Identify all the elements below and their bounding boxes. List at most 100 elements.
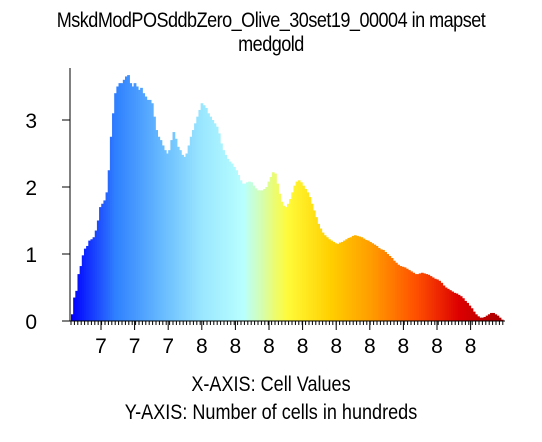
histogram-bar	[261, 190, 264, 321]
histogram-bar	[336, 243, 340, 321]
histogram-bar	[498, 317, 502, 321]
histogram-bar	[146, 99, 150, 322]
histogram-bar	[142, 93, 146, 321]
histogram-bar	[319, 228, 323, 321]
histogram-bar	[187, 145, 191, 321]
histogram-bar	[500, 319, 504, 321]
histogram-bar	[83, 248, 87, 321]
histogram-bar	[323, 235, 327, 321]
histogram-bar	[466, 302, 470, 321]
histogram-bar	[269, 176, 273, 321]
histogram-bar	[360, 237, 364, 321]
histogram-bar	[191, 130, 195, 321]
histogram-bar	[267, 181, 271, 321]
histogram-bar	[196, 116, 200, 322]
histogram-bar	[332, 241, 336, 321]
histogram-bar	[377, 247, 381, 321]
histogram-bar	[166, 153, 169, 321]
x-tick-label: 8	[465, 335, 477, 358]
histogram-bar	[73, 297, 76, 321]
histogram-bar	[185, 153, 189, 321]
histogram-bar	[494, 314, 498, 321]
histogram-bar	[207, 113, 210, 321]
histogram-bar	[440, 282, 444, 321]
histogram-bar	[163, 150, 167, 321]
histogram-bar	[371, 243, 374, 321]
histogram-bar	[116, 86, 120, 321]
histogram-bar	[112, 113, 115, 321]
histogram-bar	[211, 120, 215, 321]
histogram-bar	[405, 268, 409, 321]
histogram-bar	[362, 238, 366, 321]
histogram-bar	[472, 311, 476, 321]
x-tick-label: 7	[95, 335, 107, 358]
histogram-bar	[403, 267, 407, 321]
histogram-bar	[245, 182, 249, 321]
histogram-bar	[172, 132, 176, 321]
histogram-bar	[155, 130, 158, 321]
histogram-bar	[71, 314, 74, 321]
histogram-bar	[239, 180, 243, 321]
histogram-bar	[150, 103, 154, 321]
histogram-bar	[241, 183, 245, 321]
histogram-bar	[77, 274, 81, 321]
histogram-bar	[397, 264, 400, 321]
histogram-bar	[289, 199, 292, 321]
histogram-bar	[133, 83, 137, 322]
histogram-bar	[407, 270, 411, 321]
histogram-bar	[276, 183, 279, 321]
histogram-bar	[481, 317, 485, 321]
histogram-bar	[278, 193, 282, 321]
histogram-bar	[120, 83, 124, 322]
histogram-bar	[297, 180, 301, 321]
histogram-bar	[181, 154, 184, 321]
histogram-bar	[198, 109, 202, 321]
histogram-bar	[88, 240, 92, 321]
histogram-bar	[103, 200, 107, 321]
x-tick-label: 8	[230, 335, 242, 358]
histogram-bar	[265, 187, 269, 321]
histogram-bar	[140, 87, 143, 321]
histogram-bar	[137, 89, 141, 321]
histogram-bar	[233, 166, 236, 321]
histogram-bar	[343, 240, 346, 321]
histogram-bar	[353, 235, 357, 321]
histogram-bar	[379, 249, 383, 321]
x-tick-label: 8	[297, 335, 309, 358]
histogram-bar	[107, 170, 111, 321]
histogram-bar	[423, 273, 426, 321]
x-tick-label: 7	[129, 335, 141, 358]
histogram-bar	[79, 266, 83, 321]
histogram-bar	[477, 316, 480, 321]
histogram-bar	[235, 170, 238, 321]
histogram-bar	[451, 291, 454, 321]
histogram-bar	[395, 262, 398, 321]
histogram-bar	[271, 172, 275, 321]
histogram-bar	[412, 272, 416, 321]
histogram-bar	[399, 266, 403, 321]
y-tick-label: 0	[25, 311, 37, 334]
histogram-bar	[90, 239, 94, 321]
histogram-bar	[444, 287, 448, 321]
histogram-bar	[492, 312, 495, 321]
histogram-bar	[474, 314, 478, 321]
histogram-bar	[170, 140, 174, 321]
histogram-bar	[479, 317, 482, 321]
histogram-bar	[453, 292, 457, 321]
x-tick-label: 8	[364, 335, 376, 358]
histogram-bar	[161, 145, 165, 321]
histogram-bar	[483, 316, 487, 321]
histogram-bar	[373, 244, 377, 321]
histogram-bar	[282, 205, 286, 321]
histogram-bar	[338, 242, 342, 321]
histogram-bar	[92, 237, 96, 321]
y-tick-label: 1	[25, 244, 37, 267]
histogram-bar	[274, 173, 277, 321]
x-axis-label: X-AXIS: Cell Values	[191, 373, 351, 396]
histogram-bar	[144, 96, 148, 321]
histogram-bar	[414, 274, 418, 321]
histogram-bar	[420, 272, 424, 321]
histogram-bar	[416, 274, 420, 321]
histogram-bar	[194, 123, 197, 321]
